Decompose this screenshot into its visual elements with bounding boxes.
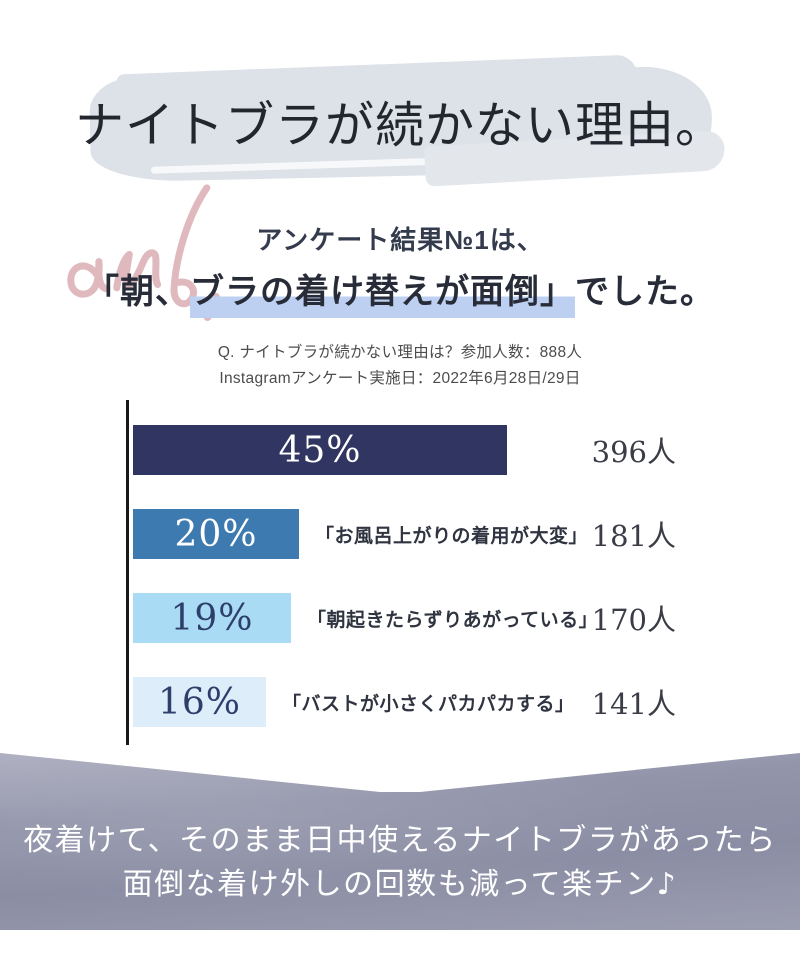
bar: 19% (133, 593, 291, 643)
chart-row: 45% 396人 (133, 425, 676, 475)
bar-percent-label: 19% (170, 597, 254, 639)
bar-count: 181人 (591, 519, 676, 553)
chart-row: 19% 「朝起きたらずりあがっている」 170人 (133, 593, 676, 643)
chart-row: 16% 「バストが小さくパカパカする」 141人 (133, 677, 676, 727)
bar-category-label: 「バストが小さくパカパカする」 (282, 693, 575, 715)
chart-rows: 45% 396人 20% 「お風呂上がりの着用が大変」 181人 19% 「朝起きたらずりあ… (133, 425, 676, 727)
footer-banner: 夜着けて、そのまま日中使えるナイトブラがあったら 面倒な着け外しの回数も減って楽… (0, 753, 800, 930)
bar-count: 396人 (591, 435, 676, 469)
bar-chart: 45% 396人 20% 「お風呂上がりの着用が大変」 181人 19% 「朝起きたらずりあ… (126, 400, 676, 745)
headline-highlight: ブラの着け替えが面倒」 (190, 273, 575, 318)
survey-note-line1: Q. ナイトブラが続かない理由は？参加人数：888人 (217, 344, 583, 361)
bar-count: 170人 (591, 603, 676, 637)
bar-percent-label: 16% (157, 681, 241, 723)
bar-percent-label: 20% (174, 513, 258, 555)
survey-note-line2: Instagramアンケート実施日：2022年6月28日/29日 (219, 370, 581, 387)
bar-category-label: 「朝起きたらずりあがっている」 (307, 609, 599, 631)
bar: 20% (133, 509, 299, 559)
survey-subtitle: アンケート結果№1は、 (256, 225, 544, 255)
bar: 45% (133, 425, 507, 475)
survey-note: Q. ナイトブラが続かない理由は？参加人数：888人 Instagramアンケー… (0, 340, 800, 392)
page-title: ナイトブラが続かない理由。 (74, 97, 725, 154)
survey-headline: 「朝、ブラの着け替えが面倒」でした。 (0, 264, 800, 318)
chart-row: 20% 「お風呂上がりの着用が大変」 181人 (133, 509, 676, 559)
headline-suffix: でした。 (575, 273, 715, 311)
bar-percent-label: 45% (278, 429, 362, 471)
footer-line1: 夜着けて、そのまま日中使えるナイトブラがあったら (23, 823, 777, 858)
footer-line2: 面倒な着け外しの回数も減って楽チン♪ (122, 867, 678, 902)
bar-category-label: 「お風呂上がりの着用が大変」 (315, 525, 589, 547)
headline-prefix: 「朝、 (85, 273, 190, 311)
bar: 16% (133, 677, 266, 727)
bar-count: 141人 (591, 687, 676, 721)
